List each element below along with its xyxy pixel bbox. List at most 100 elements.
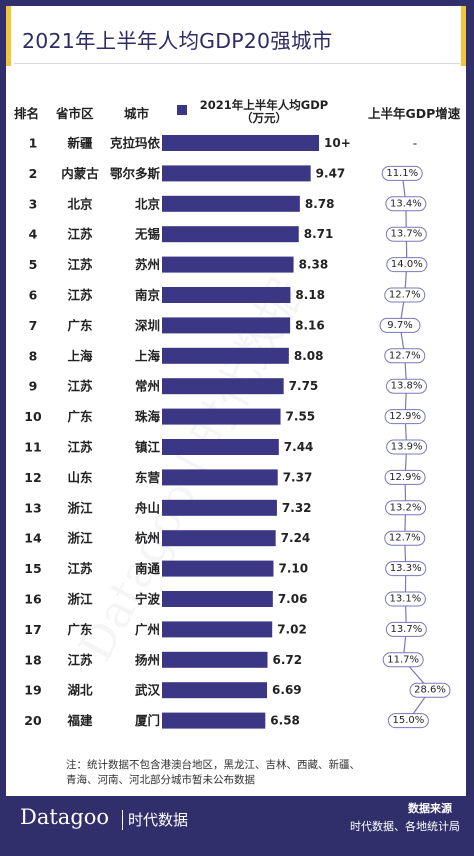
header-growth: 上半年GDP增速 [368, 106, 461, 121]
province-label: 广东 [67, 622, 93, 637]
frame-right [466, 0, 474, 856]
rank-label: 10 [24, 409, 42, 424]
growth-label: 12.7% [389, 533, 421, 544]
city-label: 武汉 [135, 683, 161, 698]
gdp-bar [162, 530, 276, 547]
growth-label: 14.0% [391, 259, 423, 270]
growth-label: 13.3% [390, 563, 422, 574]
city-label: 宁波 [135, 592, 161, 607]
rank-label: 9 [29, 379, 38, 394]
city-label: 舟山 [135, 500, 160, 515]
province-label: 浙江 [67, 531, 93, 546]
legend-swatch [177, 105, 187, 115]
growth-label: 15.0% [393, 715, 425, 726]
gdp-value-label: 7.06 [278, 592, 308, 606]
growth-pill [386, 378, 428, 394]
gdp-value-label: 7.10 [278, 562, 308, 576]
growth-pill [385, 500, 427, 516]
city-label: 苏州 [135, 257, 160, 272]
growth-pill [384, 591, 426, 607]
city-label: 鄂尔多斯 [110, 166, 161, 181]
province-label: 福建 [66, 713, 93, 728]
gdp-bar [162, 256, 294, 273]
province-label: 江苏 [67, 652, 93, 667]
city-label: 厦门 [135, 713, 160, 728]
growth-pill [384, 348, 426, 364]
province-label: 新疆 [67, 136, 93, 151]
growth-pill [385, 226, 427, 242]
rank-label: 2 [29, 166, 38, 181]
gdp-bar [162, 651, 268, 668]
gdp-value-label: 8.78 [305, 197, 335, 211]
city-label: 珠海 [135, 409, 161, 424]
brand-divider [122, 810, 123, 830]
growth-label: 13.7% [390, 624, 422, 635]
header-gdp: 2021年上半年人均GDP （万元） [190, 99, 338, 125]
gdp-value-label: 9.47 [316, 166, 346, 180]
header-rank: 排名 [14, 106, 40, 121]
rank-label: 18 [24, 652, 41, 667]
rank-label: 6 [29, 288, 38, 303]
frame-top [0, 0, 474, 6]
growth-pill [386, 439, 428, 455]
rank-label: 16 [24, 592, 42, 607]
growth-pill [384, 287, 426, 303]
growth-label: 13.4% [390, 198, 422, 209]
gdp-value-label: 6.69 [272, 683, 302, 697]
gdp-value-label: 8.18 [295, 288, 325, 302]
gdp-bar [162, 195, 300, 212]
footer-band [0, 796, 474, 856]
note-line-1: 注：统计数据不包含港澳台地区，黑龙江、吉林、西藏、新疆、 [66, 759, 360, 771]
city-label: 北京 [135, 196, 161, 211]
frame-left [0, 0, 6, 856]
growth-pill [386, 257, 428, 273]
growth-pill [409, 682, 451, 698]
brand-name-cn: 时代数据 [128, 811, 189, 829]
gdp-bar [162, 499, 277, 516]
gdp-value-label: 7.02 [277, 622, 307, 636]
growth-label: 12.7% [389, 350, 421, 361]
gdp-bar [162, 408, 281, 425]
city-label: 扬州 [135, 652, 160, 667]
rank-label: 4 [29, 227, 38, 242]
gdp-bar [162, 165, 311, 182]
growth-pill [381, 165, 423, 181]
gdp-value-label: 7.24 [281, 531, 311, 545]
province-label: 广东 [67, 318, 93, 333]
rank-label: 11 [24, 440, 41, 455]
gdp-bar [162, 591, 273, 607]
growth-pill [384, 409, 426, 425]
province-label: 江苏 [67, 288, 93, 303]
brand-logo: Datagoo [20, 805, 110, 829]
growth-label: 13.7% [390, 229, 422, 240]
growth-label: - [413, 136, 418, 151]
gdp-bar [162, 682, 268, 699]
gdp-bar [162, 135, 319, 151]
source-text: 时代数据、各地统计局 [350, 820, 460, 833]
gdp-bar [162, 712, 266, 729]
province-label: 江苏 [67, 561, 93, 576]
rank-label: 12 [24, 470, 41, 485]
rank-label: 20 [24, 713, 42, 728]
rank-label: 5 [29, 257, 38, 272]
growth-label: 13.8% [391, 381, 423, 392]
rank-label: 13 [24, 500, 41, 515]
province-label: 上海 [67, 348, 93, 363]
city-label: 无锡 [134, 227, 161, 242]
city-label: 南京 [135, 288, 161, 303]
rank-label: 8 [29, 348, 38, 363]
gdp-value-label: 8.71 [304, 227, 334, 241]
province-label: 江苏 [67, 257, 93, 272]
gdp-value-label: 8.16 [295, 318, 325, 332]
note-line-2: 青海、河南、河北部分城市暂未公布数据 [66, 774, 255, 786]
rank-label: 19 [24, 683, 41, 698]
growth-label: 12.7% [389, 290, 421, 301]
source-title: 数据来源 [408, 802, 452, 815]
accent-bar-right [461, 6, 466, 66]
gdp-value-label: 7.75 [289, 379, 319, 393]
gdp-bar [162, 621, 273, 638]
gdp-value-label: 8.08 [294, 349, 324, 363]
gdp-bar [162, 317, 291, 334]
